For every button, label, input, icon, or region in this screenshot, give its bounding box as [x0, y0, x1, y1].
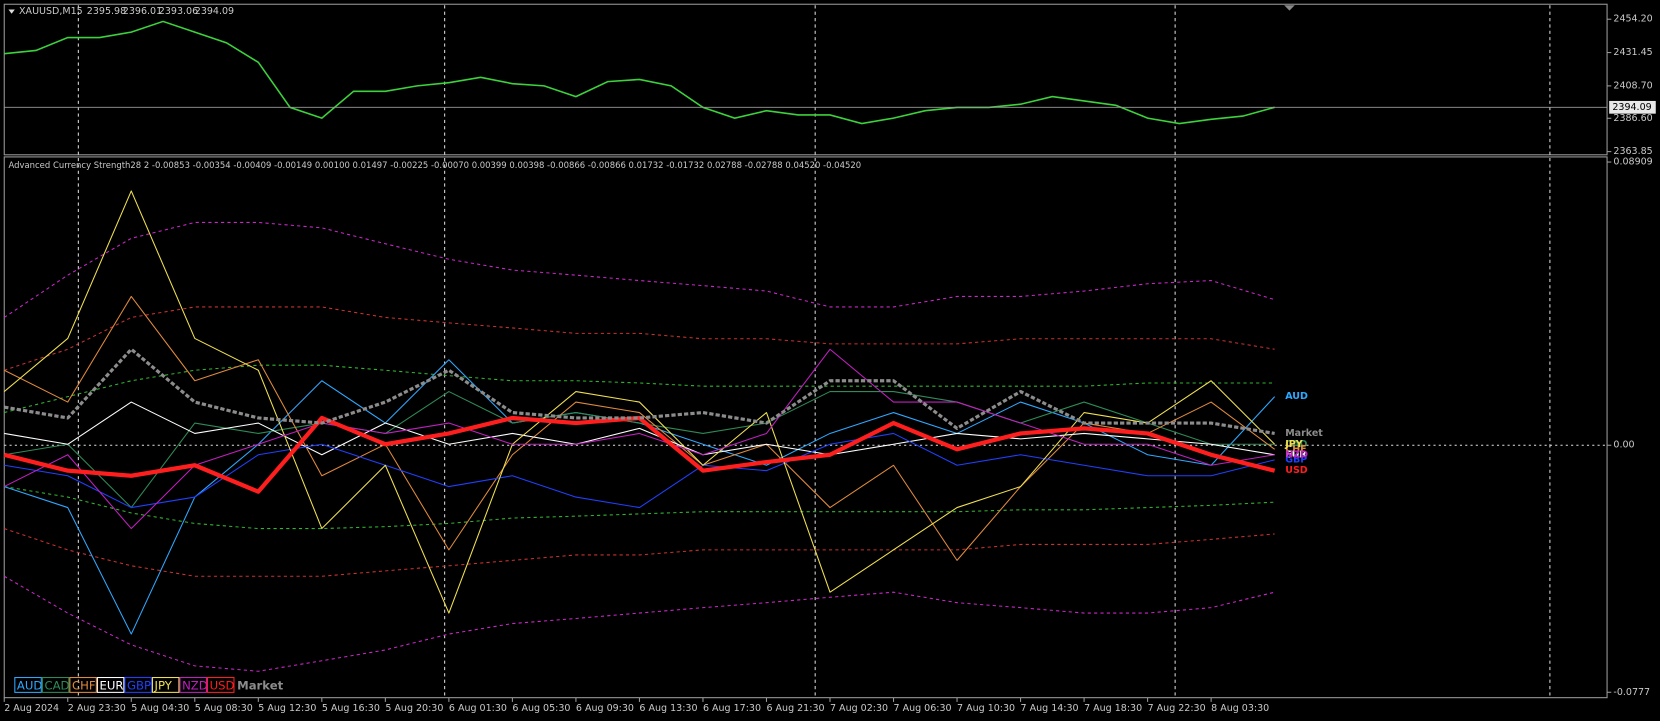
- legend-label: AUD: [17, 679, 42, 693]
- band-line: [4, 528, 1275, 577]
- x-tick-label: 5 Aug 04:30: [131, 703, 189, 714]
- x-tick-label: 7 Aug 06:30: [894, 703, 952, 714]
- x-tick-label: 6 Aug 17:30: [703, 703, 761, 714]
- x-tick-label: 7 Aug 18:30: [1084, 703, 1142, 714]
- legend-box: [124, 676, 152, 693]
- indicator-title: Advanced Currency Strength28 2 -0.00853 …: [8, 160, 861, 170]
- y-tick-label: 0.00: [1613, 440, 1634, 451]
- end-label: NZD: [1285, 449, 1308, 460]
- ohlc-low: 2393.06: [159, 6, 198, 17]
- price-panel-frame: [3, 3, 1608, 156]
- legend-label: EUR: [100, 679, 124, 693]
- band-line: [4, 364, 1275, 414]
- end-label: GBP: [1285, 454, 1307, 465]
- legend-box: [179, 676, 207, 693]
- ohlc-high: 2396.01: [123, 6, 162, 17]
- band-line: [4, 486, 1275, 530]
- ohlc-close: 2394.09: [195, 6, 234, 17]
- x-tick-label: 5 Aug 12:30: [258, 703, 316, 714]
- x-tick-label: 5 Aug 16:30: [322, 703, 380, 714]
- x-tick-label: 6 Aug 01:30: [449, 703, 507, 714]
- band-line: [3, 575, 1275, 672]
- legend-label: Market: [237, 679, 283, 693]
- x-tick-label: 6 Aug 13:30: [639, 703, 697, 714]
- symbol-title: XAUUSD,M15: [19, 6, 83, 17]
- y-tick-label: 2363.85: [1613, 146, 1652, 157]
- band-line: [4, 306, 1275, 371]
- currency-line: [3, 347, 1275, 436]
- legend-box: [14, 676, 42, 693]
- currency-line: [4, 391, 1275, 509]
- legend-box: [41, 676, 70, 693]
- current-price-label: 2394.09: [1612, 102, 1651, 113]
- x-tick-label: 2 Aug 2024: [4, 703, 59, 714]
- legend-label: JPY: [154, 679, 173, 693]
- ohlc-open: 2395.98: [87, 6, 126, 17]
- price-line: [4, 20, 1275, 125]
- x-tick-label: 8 Aug 03:30: [1211, 703, 1269, 714]
- symbol-menu-arrow[interactable]: [8, 9, 15, 14]
- legend-box: [151, 676, 180, 693]
- x-tick-label: 7 Aug 10:30: [957, 703, 1015, 714]
- legend-box: [69, 676, 97, 693]
- shift-marker[interactable]: [1284, 5, 1295, 11]
- y-tick-label: 2431.45: [1613, 47, 1652, 58]
- x-tick-label: 6 Aug 21:30: [766, 703, 824, 714]
- y-tick-label: 2454.20: [1613, 14, 1652, 25]
- x-tick-label: 2 Aug 23:30: [68, 703, 126, 714]
- x-tick-label: 6 Aug 05:30: [512, 703, 570, 714]
- legend-box: [206, 676, 235, 693]
- legend-label: USD: [210, 679, 235, 693]
- x-tick-label: 5 Aug 08:30: [195, 703, 253, 714]
- currency-line: [3, 295, 1275, 561]
- x-tick-label: 7 Aug 14:30: [1021, 703, 1079, 714]
- x-tick-label: 7 Aug 02:30: [830, 703, 888, 714]
- y-tick-label: 2386.60: [1613, 113, 1652, 124]
- y-tick-label: -0.0777: [1613, 687, 1650, 698]
- legend-label: NZD: [182, 679, 208, 693]
- end-label: CAD: [1285, 439, 1307, 450]
- current-price-box: [1609, 100, 1656, 114]
- end-label: JPY: [1284, 439, 1303, 450]
- indicator-panel-frame: [3, 156, 1608, 699]
- currency-line: [3, 348, 1275, 530]
- legend-label: CHF: [72, 679, 96, 693]
- currency-line: [4, 432, 1275, 509]
- currency-line: [4, 401, 1275, 456]
- y-tick-label: 2408.70: [1613, 80, 1652, 91]
- end-label: AUD: [1285, 391, 1308, 402]
- y-tick-label: 0.08909: [1613, 157, 1652, 168]
- band-line: [3, 221, 1275, 318]
- x-tick-label: 7 Aug 22:30: [1148, 703, 1206, 714]
- currency-line: [3, 415, 1276, 494]
- end-label: CHF: [1285, 444, 1306, 455]
- legend-label: GBP: [127, 679, 151, 693]
- end-label: EUR: [1285, 449, 1307, 460]
- end-label: USD: [1285, 465, 1308, 476]
- legend-label: CAD: [44, 679, 69, 693]
- end-label: Market: [1285, 428, 1323, 439]
- legend-box: [96, 676, 125, 693]
- x-tick-label: 5 Aug 20:30: [385, 703, 443, 714]
- x-tick-label: 6 Aug 09:30: [576, 703, 634, 714]
